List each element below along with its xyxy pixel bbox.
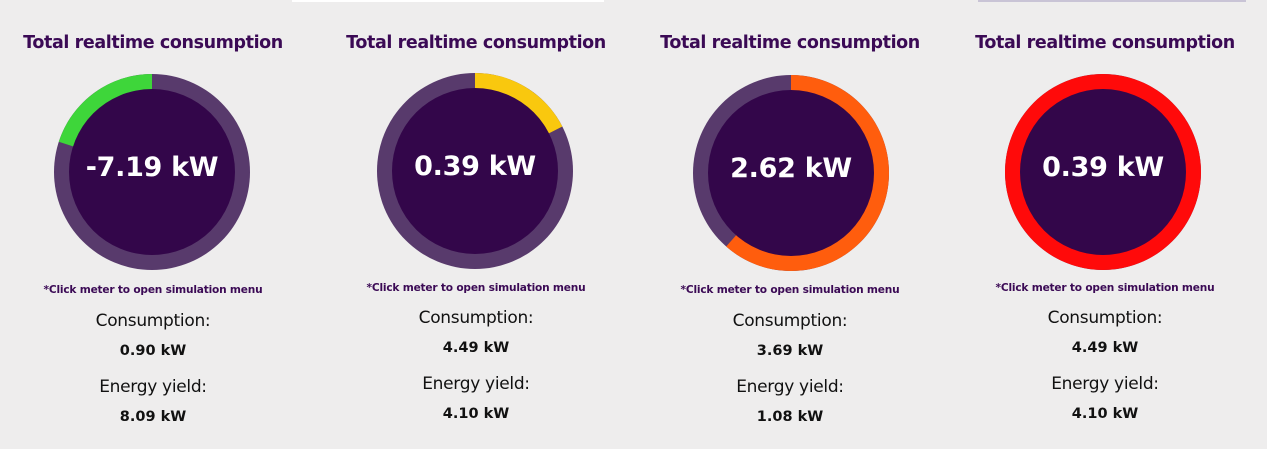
meter-gauge <box>377 73 573 269</box>
meter-panel-1: Total realtime consumption -7.19 kW *Cli… <box>3 0 303 449</box>
meter-value: 0.39 kW <box>1042 152 1164 183</box>
panel-title: Total realtime consumption <box>23 33 283 53</box>
meter-gauge <box>1005 74 1201 270</box>
consumption-label: Consumption: <box>1047 308 1163 328</box>
meter-center <box>708 90 874 256</box>
consumption-value: 3.69 kW <box>756 343 824 359</box>
energy-yield-label: Energy yield: <box>1051 374 1159 394</box>
consumption-meter[interactable]: 0.39 kW <box>377 73 573 269</box>
meter-center <box>69 89 235 255</box>
top-divider-right <box>978 0 1246 2</box>
consumption-label: Consumption: <box>95 311 211 331</box>
simulation-hint: *Click meter to open simulation menu <box>366 282 586 294</box>
simulation-hint: *Click meter to open simulation menu <box>995 282 1215 294</box>
consumption-meter[interactable]: 0.39 kW <box>1005 74 1201 270</box>
meter-gauge <box>54 74 250 270</box>
meter-value: -7.19 kW <box>85 152 219 183</box>
energy-yield-value: 1.08 kW <box>756 409 824 425</box>
meter-panel-2: Total realtime consumption 0.39 kW *Clic… <box>326 0 626 449</box>
meter-gauge <box>693 75 889 271</box>
consumption-meter[interactable]: 2.62 kW <box>693 75 889 271</box>
consumption-value: 0.90 kW <box>119 343 187 359</box>
meter-center <box>392 88 558 254</box>
consumption-label: Consumption: <box>732 311 848 331</box>
consumption-value: 4.49 kW <box>1071 340 1139 356</box>
meter-panel-4: Total realtime consumption 0.39 kW *Clic… <box>955 0 1255 449</box>
energy-yield-value: 8.09 kW <box>119 409 187 425</box>
meter-value: 2.62 kW <box>730 153 852 184</box>
meter-center <box>1020 89 1186 255</box>
panel-title: Total realtime consumption <box>346 33 606 53</box>
meter-value: 0.39 kW <box>414 151 536 182</box>
consumption-meter[interactable]: -7.19 kW <box>54 74 250 270</box>
energy-yield-value: 4.10 kW <box>442 406 510 422</box>
meter-panel-3: Total realtime consumption 2.62 kW *Clic… <box>640 0 940 449</box>
energy-yield-value: 4.10 kW <box>1071 406 1139 422</box>
energy-yield-label: Energy yield: <box>736 377 844 397</box>
top-divider-left <box>292 0 604 2</box>
consumption-value: 4.49 kW <box>442 340 510 356</box>
panel-title: Total realtime consumption <box>975 33 1235 53</box>
simulation-hint: *Click meter to open simulation menu <box>680 284 900 296</box>
simulation-hint: *Click meter to open simulation menu <box>43 284 263 296</box>
energy-yield-label: Energy yield: <box>422 374 530 394</box>
panel-title: Total realtime consumption <box>660 33 920 53</box>
energy-yield-label: Energy yield: <box>99 377 207 397</box>
consumption-label: Consumption: <box>418 308 534 328</box>
